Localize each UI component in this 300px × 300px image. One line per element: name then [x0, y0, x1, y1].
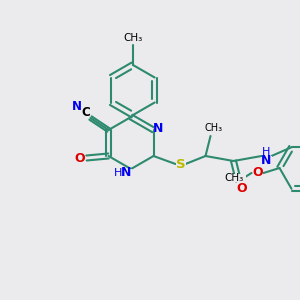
Text: CH₃: CH₃: [205, 123, 223, 133]
Text: N: N: [71, 100, 82, 112]
Text: O: O: [74, 152, 85, 164]
Bar: [123, 34, 143, 42]
Text: CH₃: CH₃: [123, 33, 142, 43]
Bar: [114, 169, 132, 178]
Bar: [221, 174, 245, 182]
Bar: [154, 124, 164, 132]
Text: O: O: [236, 182, 247, 194]
Text: H: H: [262, 147, 271, 157]
Text: N: N: [261, 154, 272, 166]
Bar: [262, 148, 271, 156]
Text: C: C: [81, 106, 90, 119]
Bar: [81, 109, 90, 117]
Bar: [74, 154, 85, 163]
Text: CH₃: CH₃: [224, 173, 243, 183]
Text: O: O: [252, 167, 263, 179]
Bar: [71, 101, 82, 110]
Bar: [262, 155, 272, 164]
Text: N: N: [153, 122, 164, 134]
Text: H: H: [114, 168, 122, 178]
Bar: [203, 124, 224, 132]
Bar: [253, 169, 262, 178]
Text: N: N: [121, 167, 131, 179]
Bar: [176, 160, 185, 169]
Text: S: S: [176, 158, 185, 170]
Bar: [236, 184, 247, 193]
